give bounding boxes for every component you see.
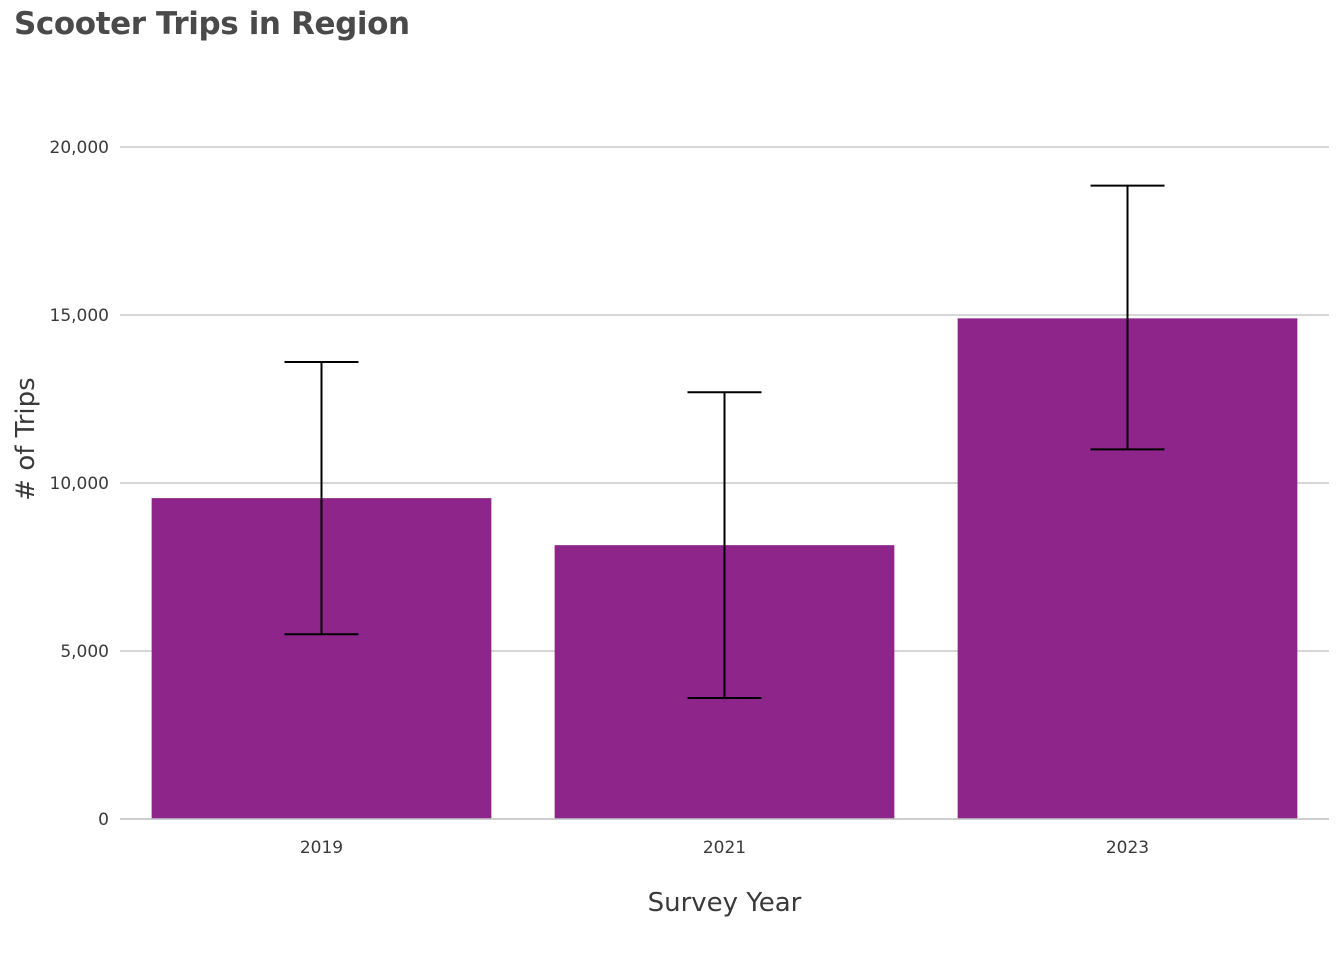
error-bar-2019: [284, 361, 359, 636]
y-tick-label: 10,000: [50, 474, 109, 494]
y-axis-ticks: 0 5,000 10,000 15,000 20,000: [50, 138, 109, 830]
x-tick-label: 2021: [703, 838, 746, 858]
y-tick-label: 20,000: [50, 138, 109, 158]
chart-title: Scooter Trips in Region: [14, 6, 410, 42]
y-tick-label: 0: [98, 810, 109, 830]
error-bar-2021: [687, 391, 762, 700]
y-tick-label: 15,000: [50, 306, 109, 326]
x-tick-label: 2019: [300, 838, 343, 858]
y-tick-label: 5,000: [60, 642, 109, 662]
error-bars: [284, 184, 1165, 700]
x-axis-ticks: 2019 2021 2023: [120, 818, 1329, 858]
x-tick-label: 2023: [1106, 838, 1149, 858]
x-axis-title: Survey Year: [648, 888, 802, 918]
y-axis-title: # of Trips: [11, 377, 41, 500]
error-bar-2023: [1090, 184, 1165, 451]
